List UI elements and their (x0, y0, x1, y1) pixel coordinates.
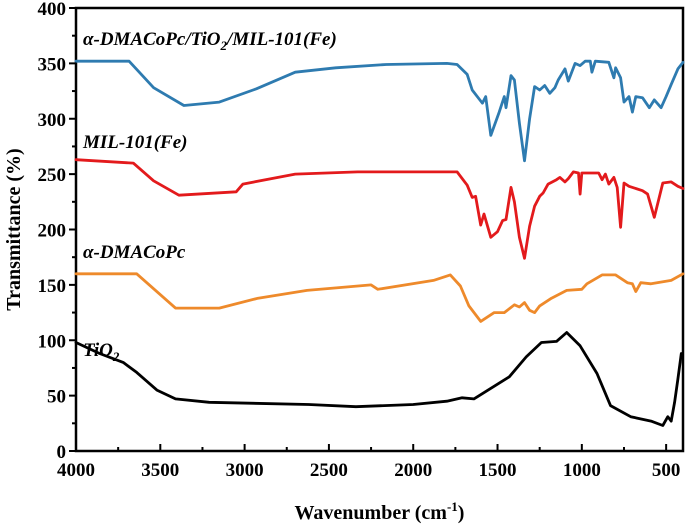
x-tick-label: 2500 (310, 460, 348, 481)
x-tick-label: 1000 (563, 460, 601, 481)
y-tick-label: 150 (38, 276, 67, 297)
y-axis-ticks: 0 50 100 150 200 250 300 350 400 (38, 0, 76, 463)
series-label-0: α-DMACoPc/TiO2/MIL-101(Fe) (83, 29, 337, 53)
x-axis-title: Wavenumber (cm-1) (295, 499, 465, 524)
y-tick-label: 0 (57, 442, 67, 463)
x-tick-label: 500 (652, 460, 681, 481)
plot-area: 4000 3500 3000 2500 2000 1500 1000 500 0 50 100 15… (38, 0, 685, 481)
plot-frame (74, 6, 685, 453)
y-tick-label: 100 (38, 331, 67, 352)
series-line-0 (74, 59, 685, 163)
y-tick-label: 50 (47, 387, 66, 408)
x-tick-label: 3500 (141, 460, 179, 481)
series-line-2 (74, 272, 685, 323)
x-tick-label: 3000 (226, 460, 264, 481)
series-label-2: α-DMACoPc (83, 242, 186, 263)
y-axis-title: Transmittance (%) (3, 148, 25, 310)
series-line-3 (74, 331, 683, 427)
series-label-3: TiO2 (83, 340, 120, 364)
x-tick-label: 2000 (394, 460, 432, 481)
x-axis-ticks: 4000 3500 3000 2500 2000 1500 1000 500 (57, 444, 680, 481)
series-layer (74, 59, 685, 427)
y-tick-label: 350 (38, 54, 67, 75)
series-label-1: MIL-101(Fe) (82, 132, 187, 153)
y-tick-label: 250 (38, 165, 67, 186)
y-tick-label: 200 (38, 221, 67, 242)
y-tick-label: 400 (38, 0, 67, 20)
x-tick-label: 4000 (57, 460, 95, 481)
y-tick-label: 300 (38, 110, 67, 131)
series-labels: α-DMACoPc/TiO2/MIL-101(Fe) MIL-101(Fe) α-D… (82, 29, 337, 364)
series-line-1 (74, 158, 685, 260)
x-tick-label: 1500 (479, 460, 517, 481)
